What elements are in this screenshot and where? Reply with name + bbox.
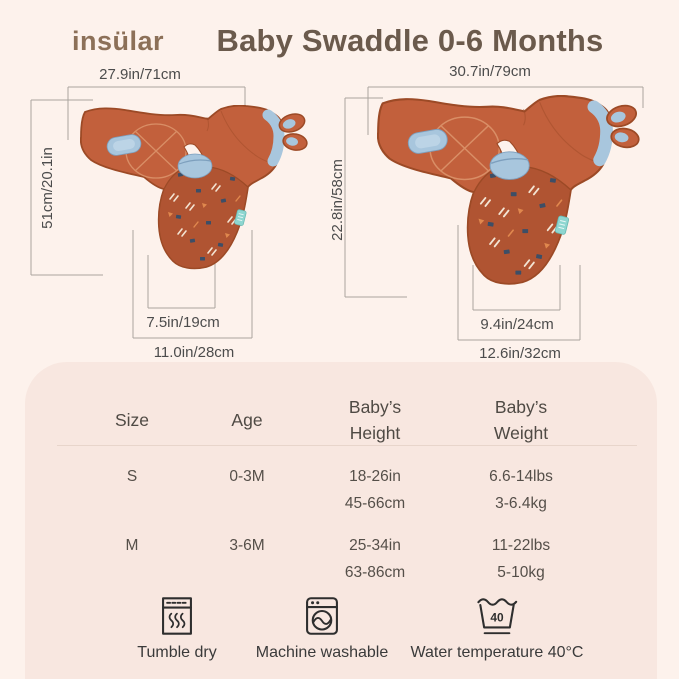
column-header-age: Age: [231, 410, 263, 430]
weight-metric: 3-6.4kg: [495, 495, 547, 512]
product-figure-small: 27.9in/71cm 51cm/20.1in 7.5in/19cm 11.0i…: [30, 66, 328, 361]
height-metric: 45-66cm: [344, 495, 406, 512]
column-header-size: Size: [114, 410, 150, 430]
dimension-label-outer-width-small: 11.0in/28cm: [154, 344, 235, 361]
water-temperature-icon: 40: [477, 598, 518, 635]
water-temperature-value: 40: [490, 611, 504, 625]
size-chart-panel: Size Age Baby’s Height Baby’s Weight S 0…: [25, 362, 657, 679]
swaddle-illustration-small: [81, 106, 308, 269]
table-row-size-m: M 3-6M 25-34in 63-86cm 11-22lbs 5-10kg: [25, 532, 657, 588]
weight-value: 6.6-14lbs 3-6.4kg: [461, 463, 581, 517]
weight-imperial: 11-22lbs: [491, 537, 551, 554]
swaddle-illustration-large: [378, 96, 640, 284]
care-label: Machine washable: [255, 644, 389, 661]
care-label: Tumble dry: [137, 644, 217, 661]
height-imperial: 25-34in: [349, 537, 401, 554]
tumble-dry-icon: [162, 597, 192, 635]
care-item-water-temperature: 40 Water temperature 40°C: [402, 596, 592, 662]
dimension-label-height-small: 51cm/20.1in: [39, 147, 56, 229]
weight-imperial: 6.6-14lbs: [489, 468, 553, 485]
dimension-label-outer-width-large: 12.6in/32cm: [479, 345, 561, 362]
care-label: Water temperature 40°C: [410, 644, 584, 661]
machine-washable-icon: [306, 597, 338, 635]
product-figure-large: 30.7in/79cm 22.8in/58cm 9.4in/24cm 12.6i…: [330, 63, 644, 362]
brand-logo: insülar: [72, 26, 165, 56]
dimension-label-top-width-large: 30.7in/79cm: [449, 63, 531, 80]
care-item-machine-washable: Machine washable: [227, 596, 417, 662]
size-value: S: [126, 468, 138, 485]
page-title: Baby Swaddle 0-6 Months: [216, 23, 604, 58]
dimension-lines-small: 27.9in/71cm 51cm/20.1in 7.5in/19cm 11.0i…: [30, 66, 253, 361]
table-row-size-s: S 0-3M 18-26in 45-66cm 6.6-14lbs 3-6.4kg: [25, 463, 657, 519]
weight-value: 11-22lbs 5-10kg: [461, 532, 581, 586]
dimension-label-height-large: 22.8in/58cm: [330, 159, 346, 241]
age-value: 0-3M: [229, 468, 265, 485]
size-value: M: [125, 537, 139, 554]
column-header-baby-weight: Baby’s Weight: [493, 397, 549, 443]
dimension-label-top-width-small: 27.9in/71cm: [99, 66, 181, 83]
age-value: 3-6M: [229, 537, 265, 554]
table-header-divider: [57, 445, 637, 446]
column-header-baby-height: Baby’s Height: [348, 397, 402, 443]
dimension-lines-large: 30.7in/79cm 22.8in/58cm 9.4in/24cm 12.6i…: [330, 63, 644, 362]
height-metric: 63-86cm: [344, 564, 406, 581]
height-value: 18-26in 45-66cm: [320, 463, 430, 517]
height-imperial: 18-26in: [349, 468, 401, 485]
height-value: 25-34in 63-86cm: [320, 532, 430, 586]
care-item-tumble-dry: Tumble dry: [82, 596, 272, 662]
dimension-label-inner-width-large: 9.4in/24cm: [480, 316, 553, 333]
weight-metric: 5-10kg: [497, 564, 545, 581]
dimension-label-inner-width-small: 7.5in/19cm: [146, 314, 219, 331]
